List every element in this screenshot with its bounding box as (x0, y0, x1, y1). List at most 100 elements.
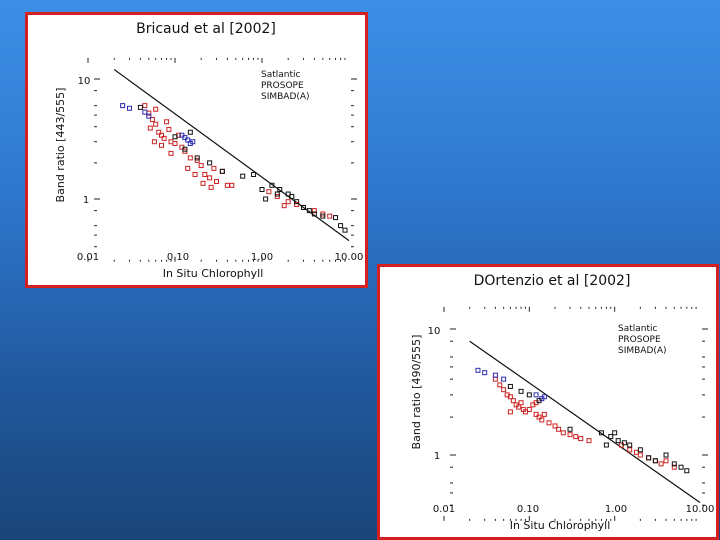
data-point (263, 196, 269, 202)
series-satlantic (142, 103, 333, 219)
data-point (294, 201, 300, 207)
data-point (518, 388, 524, 394)
data-point (652, 458, 658, 464)
data-point (526, 406, 532, 412)
data-point (501, 387, 507, 393)
data-point (281, 203, 287, 209)
data-point (627, 442, 633, 448)
chart-panel-dortenzio: DOrtenzio et al [2002] In Situ Chlorophy… (377, 264, 719, 540)
x-tick-label: 0.01 (433, 504, 455, 515)
fit-line (113, 69, 350, 242)
data-point (301, 204, 307, 210)
data-point (646, 455, 652, 461)
data-point (153, 106, 159, 112)
legend-satlantic: Satlantic (261, 70, 301, 80)
data-point (633, 449, 639, 455)
data-point (161, 135, 167, 141)
y-tick-label: 10 (428, 326, 441, 337)
data-point (671, 464, 677, 470)
legend-prosope: PROSOPE (618, 335, 661, 345)
data-point (333, 215, 339, 221)
data-point (285, 199, 291, 205)
x-tick-label: 0.10 (167, 252, 189, 263)
data-point (182, 135, 188, 141)
data-point (627, 447, 633, 453)
data-point (578, 436, 584, 442)
data-point (172, 134, 178, 140)
data-point (541, 394, 547, 400)
data-point (482, 370, 488, 376)
data-point (492, 376, 498, 382)
data-point (646, 455, 652, 461)
legend-prosope: PROSOPE (261, 81, 304, 91)
data-point (168, 150, 174, 156)
data-point (274, 191, 280, 197)
data-point (208, 184, 214, 190)
data-point (306, 208, 312, 214)
data-point (507, 383, 513, 389)
data-point (142, 109, 148, 115)
data-point (658, 461, 664, 467)
data-point (497, 382, 503, 388)
data-point (142, 103, 148, 109)
legend-simbad: SIMBAD(A) (261, 92, 310, 102)
axis-ticks (87, 57, 357, 262)
axis-ticks (443, 306, 708, 521)
data-point (219, 168, 225, 174)
data-point (251, 172, 257, 178)
x-tick-label: 10.00 (686, 504, 715, 515)
data-point (182, 146, 188, 152)
data-point (507, 409, 513, 415)
data-point (533, 411, 539, 417)
data-point (202, 172, 208, 178)
chart-title: DOrtenzio et al [2002] (474, 273, 631, 289)
data-point (187, 155, 193, 161)
data-point (166, 126, 172, 132)
data-point (603, 442, 609, 448)
data-point (475, 367, 481, 373)
data-point (338, 223, 344, 229)
data-point (586, 438, 592, 444)
y-axis-label: Band ratio [490/555] (410, 335, 423, 450)
data-point (159, 142, 165, 148)
chart-dortenzio-svg: DOrtenzio et al [2002] In Situ Chlorophy… (410, 273, 715, 532)
data-point (127, 105, 133, 111)
chart-title: Bricaud et al [2002] (136, 21, 276, 37)
y-tick-label: 10 (78, 76, 91, 87)
data-point (153, 121, 159, 127)
data-point (567, 432, 573, 438)
data-point (560, 430, 566, 436)
data-point (539, 417, 545, 423)
y-axis-label: Band ratio [443/555] (54, 88, 67, 203)
data-point (342, 227, 348, 233)
data-point (187, 129, 193, 135)
data-point (526, 392, 532, 398)
data-point (327, 213, 333, 219)
data-point (552, 423, 558, 429)
chart-bricaud-svg: Bricaud et al [2002] In Situ Chlorophyll… (54, 21, 364, 280)
data-point (507, 394, 513, 400)
data-point (536, 414, 542, 420)
data-point (151, 139, 157, 145)
data-point (652, 458, 658, 464)
x-axis-label: In Situ Chlorophyll (163, 267, 264, 280)
data-point (240, 173, 246, 179)
data-point (207, 175, 213, 181)
x-tick-label: 1.00 (605, 504, 627, 515)
data-point (678, 464, 684, 470)
data-point (194, 155, 200, 161)
chart-panel-bricaud: Bricaud et al [2002] In Situ Chlorophyll… (25, 12, 368, 288)
legend-satlantic: Satlantic (618, 324, 658, 334)
x-tick-label: 10.00 (335, 252, 364, 263)
data-point (533, 392, 539, 398)
data-point (219, 168, 225, 174)
data-point (492, 372, 498, 378)
data-point (168, 139, 174, 145)
data-point (229, 182, 235, 188)
x-tick-label: 0.10 (517, 504, 539, 515)
data-point (164, 119, 170, 125)
data-point (671, 461, 677, 467)
data-point (663, 452, 669, 458)
data-point (311, 208, 317, 214)
data-point (259, 186, 265, 192)
